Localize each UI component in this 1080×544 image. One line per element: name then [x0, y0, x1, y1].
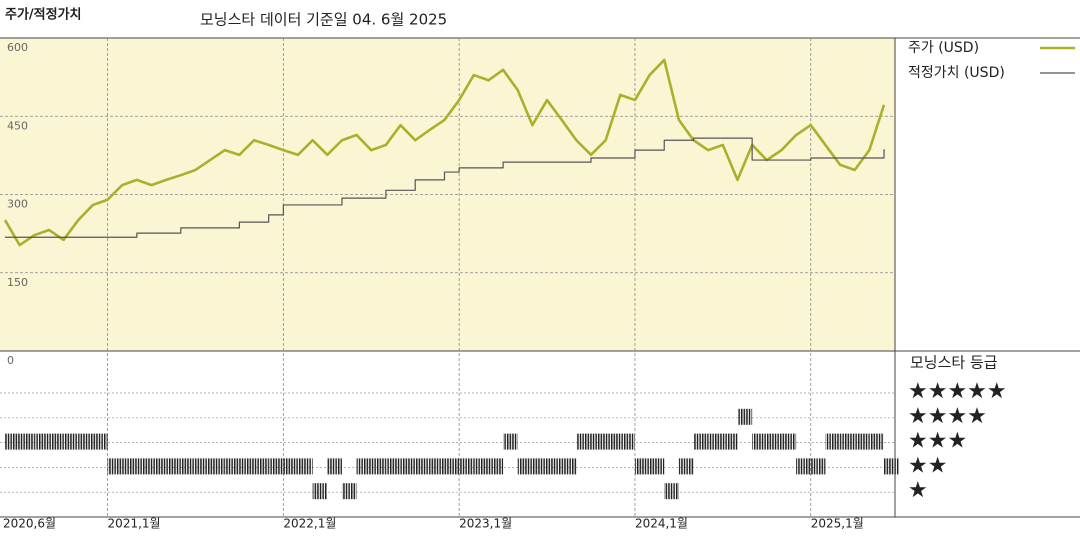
rating-bar — [166, 458, 181, 475]
rating-bar — [268, 458, 284, 475]
rating-bar — [180, 458, 196, 475]
rating-bar — [708, 433, 723, 450]
rating-bar — [400, 458, 416, 475]
rating-bar — [854, 433, 870, 450]
rating-label: ★★★ — [908, 429, 967, 454]
rating-bar — [385, 458, 401, 475]
rating-bar — [576, 433, 591, 450]
rating-bar — [591, 433, 606, 450]
rating-bar — [312, 483, 328, 500]
rating-bar — [327, 458, 342, 475]
rating-bar — [561, 458, 577, 475]
rating-bar — [781, 433, 797, 450]
rating-bar — [678, 458, 694, 475]
rating-bar — [429, 458, 445, 475]
rating-label: ★ — [908, 478, 928, 503]
rating-bar — [224, 458, 240, 475]
rating-bar — [664, 483, 679, 500]
rating-bar — [5, 433, 20, 450]
y-tick-label: 450 — [7, 119, 28, 132]
rating-bar — [444, 458, 460, 475]
rating-bar — [78, 433, 93, 450]
rating-bar — [283, 458, 298, 475]
rating-bar — [48, 433, 64, 450]
rating-bar — [649, 458, 665, 475]
rating-bar — [810, 458, 826, 475]
rating-bar — [796, 458, 811, 475]
rating-bar — [869, 433, 884, 450]
rating-bar — [722, 433, 738, 450]
rating-label: ★★★★★ — [908, 379, 1007, 404]
x-tick-label: 2022,1월 — [283, 517, 336, 531]
series-line — [3, 58, 886, 247]
rating-bar — [459, 458, 474, 475]
rating-bar — [488, 458, 504, 475]
chart-title: 모닝스타 데이터 기준일 04. 6월 2025 — [200, 11, 447, 29]
rating-bar — [634, 458, 650, 475]
rating-bar — [254, 458, 269, 475]
rating-bar — [122, 458, 137, 475]
rating-bar — [34, 433, 49, 450]
rating-bar — [341, 483, 357, 500]
rating-bar — [63, 433, 79, 450]
rating-bar — [605, 433, 621, 450]
rating-bar — [840, 433, 855, 450]
x-tick-label: 2023,1월 — [459, 517, 512, 531]
rating-bar — [737, 408, 753, 425]
rating-bar — [371, 458, 386, 475]
rating-bar — [473, 458, 489, 475]
rating-bar — [693, 433, 709, 450]
rating-bar — [415, 458, 430, 475]
rating-bar — [151, 458, 167, 475]
y-tick-label: 150 — [7, 276, 28, 289]
rating-bar — [136, 458, 152, 475]
rating-label: ★★★★ — [908, 404, 987, 429]
rating-bar — [298, 458, 313, 475]
rating-bar — [547, 458, 562, 475]
rating-bar — [210, 458, 225, 475]
rating-bar — [766, 433, 782, 450]
panel-title: 주가/적정가치 — [5, 7, 82, 23]
y-tick-label: 300 — [7, 198, 28, 211]
rating-bar — [532, 458, 548, 475]
rating-bar — [884, 458, 899, 475]
rating-bar — [356, 458, 372, 475]
x-tick-label: 2020,6월 — [3, 517, 56, 531]
rating-bar — [239, 458, 255, 475]
rating-bar — [92, 433, 108, 450]
rating-bar — [19, 433, 35, 450]
x-tick-label: 2025,1월 — [811, 517, 864, 531]
rating-bar — [503, 433, 518, 450]
x-tick-label: 2024,1월 — [635, 517, 688, 531]
rating-label: ★★ — [908, 453, 947, 478]
legend-label: 주가 (USD) — [908, 40, 979, 56]
y-tick-label: 0 — [7, 354, 14, 367]
rating-bar — [620, 433, 635, 450]
rating-bar — [517, 458, 533, 475]
rating-title: 모닝스타 등급 — [910, 354, 998, 372]
y-tick-label: 600 — [7, 41, 28, 54]
rating-bar — [107, 458, 123, 475]
rating-bar — [752, 433, 767, 450]
x-tick-label: 2021,1월 — [108, 517, 161, 531]
rating-bar — [825, 433, 841, 450]
rating-bar — [195, 458, 211, 475]
legend-label: 적정가치 (USD) — [908, 65, 1005, 81]
series-line — [5, 137, 885, 238]
